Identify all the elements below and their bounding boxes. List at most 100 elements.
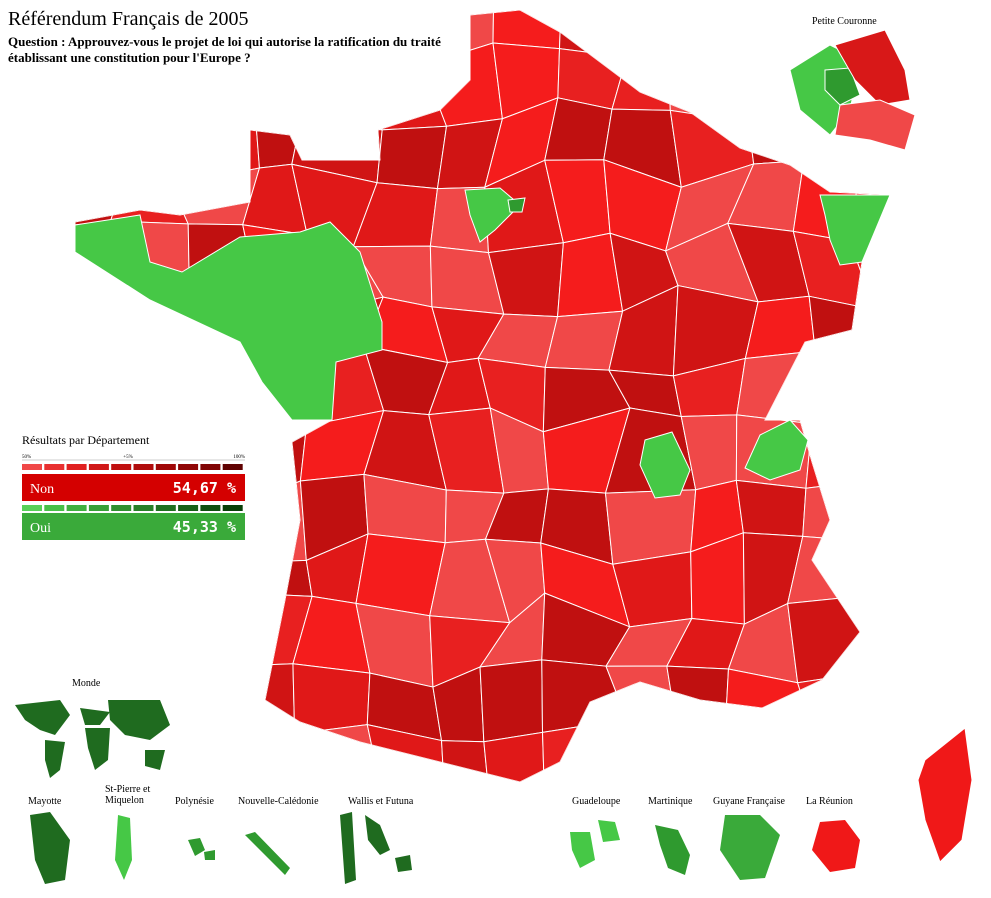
territory-label: Guadeloupe (572, 796, 621, 807)
department (849, 672, 890, 737)
territory-label: La Réunion (806, 796, 853, 807)
scale-swatch (178, 464, 199, 470)
department (437, 793, 490, 847)
department (166, 662, 246, 748)
department (928, 298, 991, 364)
department (787, 535, 871, 605)
department (243, 733, 302, 782)
department (109, 174, 190, 225)
department (492, 10, 563, 50)
department (107, 535, 181, 611)
department (852, 787, 912, 860)
department (856, 358, 890, 440)
oui-savoie (744, 419, 809, 481)
oui-paris (507, 197, 526, 213)
result-label: Non (30, 482, 54, 497)
department (478, 806, 549, 875)
department (852, 427, 890, 495)
scale-label: 50% (22, 455, 31, 460)
territory-label: Polynésie (175, 796, 214, 807)
department (926, 678, 985, 744)
scale-label: 100% (233, 455, 245, 460)
department (558, 10, 628, 58)
department (805, 423, 858, 489)
scale-swatch (222, 464, 243, 470)
territory-label: St-Pierre et Miquelon (105, 784, 151, 806)
department (735, 479, 807, 537)
department (931, 46, 988, 131)
corse (917, 727, 973, 863)
department (926, 234, 991, 308)
inset-label: Petite Couronne (812, 16, 877, 27)
department (849, 733, 890, 782)
department (75, 595, 129, 680)
scale-swatch (44, 505, 65, 511)
department (479, 659, 544, 743)
scale-swatch (178, 505, 199, 511)
department (299, 46, 383, 131)
department (802, 481, 867, 543)
scale-swatch (66, 464, 87, 470)
result-value: 45,33 % (173, 518, 236, 536)
department (919, 538, 991, 625)
department (787, 594, 871, 684)
scale-swatch (22, 505, 42, 511)
question-line: établissant une constitution pour l'Euro… (8, 50, 251, 65)
department (913, 169, 991, 252)
scale-swatch (88, 464, 109, 470)
legend-title: Résultats par Département (22, 433, 150, 447)
scale-swatch (22, 464, 42, 470)
department (177, 349, 253, 433)
department (75, 535, 123, 617)
department (605, 665, 678, 728)
department (440, 740, 491, 782)
department (619, 718, 678, 782)
department (925, 0, 991, 52)
department (736, 350, 816, 425)
department (541, 718, 628, 782)
department (667, 37, 749, 123)
scale-swatch (111, 464, 132, 470)
department (811, 350, 862, 429)
petite-couronne-map (789, 29, 916, 151)
territory-label: Martinique (648, 796, 693, 807)
department (121, 595, 168, 680)
department (187, 730, 262, 782)
scale-swatch (222, 505, 243, 511)
legend: 50% +5% 100% Non 54,67 % Oui 45,33 % (22, 455, 245, 540)
oui-alsace (819, 194, 891, 266)
inset-label: Monde (72, 678, 101, 689)
department (619, 10, 670, 58)
department (864, 594, 890, 679)
department (243, 559, 313, 597)
department (852, 481, 890, 550)
department (860, 297, 890, 365)
result-value: 54,67 % (173, 479, 236, 497)
result-label: Oui (30, 521, 51, 536)
scale-swatch (88, 505, 109, 511)
department (166, 561, 256, 611)
department (75, 296, 122, 380)
department (75, 356, 122, 425)
department (483, 731, 546, 782)
territory-label: Mayotte (28, 796, 62, 807)
department (170, 100, 261, 187)
scale-swatch (133, 505, 154, 511)
scale-swatch (111, 505, 132, 511)
territory-maps (30, 812, 860, 884)
territory-label: Nouvelle-Calédonie (238, 796, 319, 807)
department (932, 606, 985, 681)
department (796, 671, 866, 735)
department (939, 439, 991, 494)
department (799, 727, 868, 782)
territory-label: Guyane Française (713, 796, 785, 807)
department (739, 10, 792, 50)
scale-label: +5% (123, 455, 133, 460)
world-map (15, 700, 170, 778)
department (232, 663, 296, 748)
scale-swatch (133, 464, 154, 470)
oui-yvelines (464, 187, 521, 243)
scale-swatch (200, 505, 221, 511)
